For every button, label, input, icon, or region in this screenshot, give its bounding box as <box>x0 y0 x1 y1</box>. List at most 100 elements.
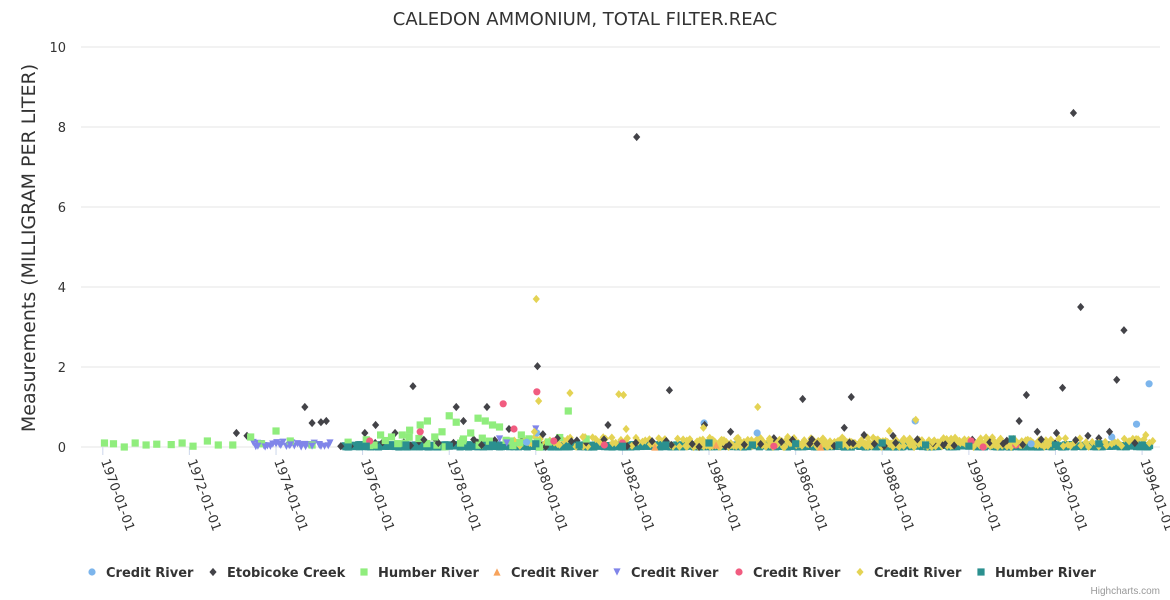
cloud-point <box>960 435 969 444</box>
x-tick-label: 1976-01-01 <box>357 457 397 533</box>
data-point-series-7 <box>835 441 843 449</box>
cloud-point <box>959 438 967 447</box>
x-tick-label: 1986-01-01 <box>790 457 830 533</box>
data-point-series-6 <box>1149 436 1157 446</box>
data-point-series-2 <box>459 435 468 443</box>
cloud-point <box>525 435 533 443</box>
data-point-series-7 <box>618 442 627 450</box>
cloud-point <box>623 434 631 443</box>
x-tick-label: 1980-01-01 <box>530 457 570 533</box>
data-point-series-7 <box>705 439 713 447</box>
data-point-series-1 <box>1113 375 1121 384</box>
legend-symbol <box>735 568 743 576</box>
legend-item[interactable]: Etobicoke Creek <box>209 566 346 581</box>
data-point-series-1 <box>452 402 460 412</box>
cloud-point <box>596 437 604 447</box>
data-point-series-3 <box>651 443 659 451</box>
data-point-series-6 <box>719 438 727 447</box>
cloud-point <box>1102 441 1111 450</box>
cloud-point <box>632 433 640 443</box>
data-point-series-1 <box>1131 438 1139 448</box>
legend-item[interactable]: Credit River <box>88 566 194 581</box>
cloud-point <box>509 441 517 450</box>
data-point-series-7 <box>1095 440 1103 448</box>
data-point-series-1 <box>337 442 345 451</box>
cloud-point <box>740 440 748 449</box>
data-point-series-5 <box>533 388 541 396</box>
cloud-point <box>405 433 413 441</box>
data-point-series-2 <box>344 438 352 446</box>
legend-item[interactable]: Credit River <box>493 566 599 581</box>
cloud-point <box>555 440 564 449</box>
cloud-point <box>849 439 857 448</box>
legend-item[interactable]: Credit River <box>856 566 962 581</box>
x-tick-label: 1974-01-01 <box>270 457 310 533</box>
cloud-point <box>784 432 792 442</box>
y-tick-labels: 0 2 4 6 8 10 <box>49 41 66 456</box>
data-point-series-1 <box>847 392 855 402</box>
data-point-series-7 <box>445 442 453 450</box>
data-point-series-2 <box>481 417 489 425</box>
data-point-series-1 <box>813 439 821 448</box>
cloud-point <box>1043 438 1051 447</box>
cloud-point <box>951 433 959 442</box>
cloud-point <box>592 434 600 444</box>
cloud-point <box>1019 440 1027 449</box>
data-point-series-1 <box>665 386 674 395</box>
data-point-series-7 <box>792 440 800 448</box>
data-point-series-2 <box>416 421 424 429</box>
cloud-point <box>566 433 574 442</box>
legend-symbol <box>856 567 864 577</box>
data-point-series-1 <box>1077 302 1085 312</box>
x-tick-label: 1972-01-01 <box>184 457 224 533</box>
data-point-series-2 <box>120 443 128 451</box>
cloud-point <box>648 437 656 446</box>
data-point-series-2 <box>178 439 186 447</box>
credits-link[interactable]: Highcharts.com <box>1091 586 1160 597</box>
data-point-series-1 <box>1015 416 1023 426</box>
cloud-point <box>788 435 797 444</box>
data-point-series-1 <box>633 132 641 142</box>
data-point-series-2 <box>506 437 515 445</box>
data-point-series-2 <box>495 423 504 431</box>
data-point-series-6 <box>709 435 717 444</box>
data-point-series-1 <box>1084 431 1092 440</box>
data-point-series-1 <box>409 382 417 391</box>
legend-symbol <box>88 568 96 576</box>
cloud-point <box>646 440 655 449</box>
cloud-point <box>870 439 878 448</box>
cloud-point <box>564 435 572 444</box>
data-point-series-5 <box>550 437 558 445</box>
legend-item[interactable]: Credit River <box>735 566 841 581</box>
data-point-series-2 <box>142 441 150 449</box>
data-point-series-7 <box>1138 441 1146 449</box>
legend-item[interactable]: Humber River <box>360 566 479 581</box>
cloud-point <box>1117 441 1126 450</box>
cloud-point <box>744 435 752 445</box>
data-point-series-1 <box>860 430 868 440</box>
data-point-series-6 <box>530 427 538 436</box>
cloud-point <box>830 437 839 447</box>
data-point-series-4 <box>297 443 305 451</box>
cloud-point <box>623 442 631 451</box>
data-point-series-4 <box>495 435 504 443</box>
legend-symbol <box>360 568 368 576</box>
data-point-series-2 <box>376 431 385 439</box>
data-point-series-6 <box>754 402 762 412</box>
data-point-series-2 <box>474 414 482 422</box>
data-point-series-2 <box>535 443 544 451</box>
cloud-point <box>754 435 763 444</box>
legend-label: Credit River <box>106 566 194 581</box>
data-point-series-6 <box>566 388 574 398</box>
cloud-point <box>869 433 877 442</box>
cloud-point <box>1003 436 1011 445</box>
cloud-point <box>600 435 608 444</box>
cloud-point <box>415 434 423 443</box>
data-point-series-1 <box>301 402 309 412</box>
cloud-point <box>1061 434 1070 443</box>
legend-item[interactable]: Humber River <box>977 566 1096 581</box>
data-point-series-6 <box>799 438 807 448</box>
legend-item[interactable]: Credit River <box>613 566 719 581</box>
cloud-point <box>725 440 733 450</box>
cloud-point <box>779 442 787 451</box>
